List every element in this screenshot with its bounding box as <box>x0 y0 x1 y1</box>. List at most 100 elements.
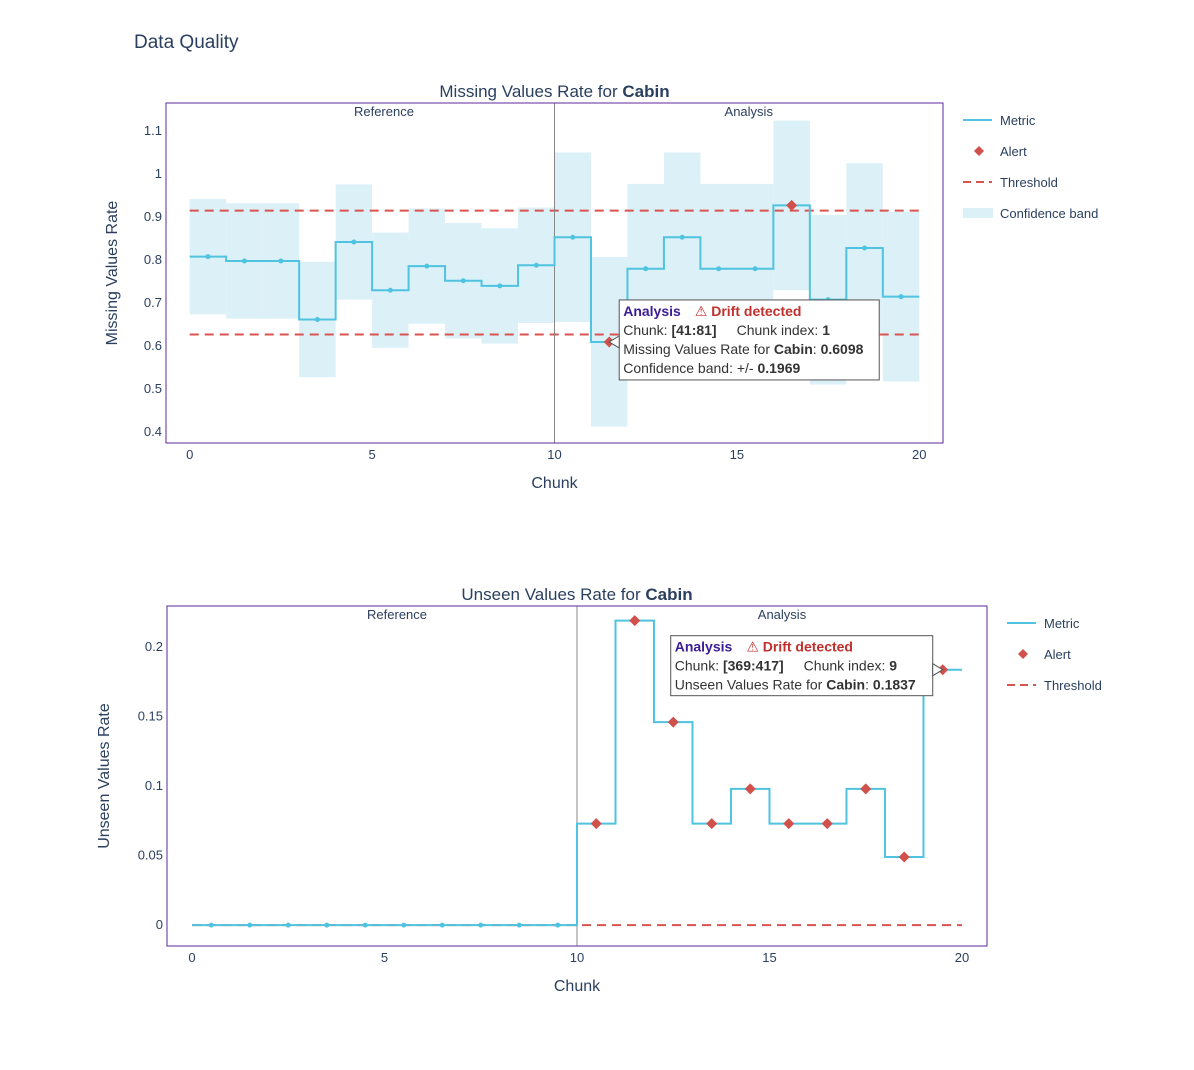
tooltip-analysis-label: Analysis <box>623 303 681 319</box>
y-tick-label: 0.4 <box>144 424 162 439</box>
tooltip-colon: : <box>865 677 873 693</box>
metric-point[interactable] <box>351 239 357 245</box>
tooltip-line-3: Missing Values Rate for Cabin: 0.6098 <box>623 341 863 357</box>
metric-point[interactable] <box>533 262 539 268</box>
alert-marker[interactable] <box>629 615 641 627</box>
y-tick-label: 1.1 <box>144 123 162 138</box>
chart-title-prefix: Unseen Values Rate for <box>461 585 645 604</box>
metric-point[interactable] <box>478 922 484 928</box>
metric-point[interactable] <box>862 245 868 251</box>
y-tick-label: 0 <box>156 917 163 932</box>
alert-marker[interactable] <box>744 783 756 795</box>
legend-item-band: Confidence band <box>1000 206 1098 221</box>
tooltip-metric-label: Missing Values Rate for <box>623 341 774 357</box>
plot-frame <box>166 605 988 947</box>
metric-point[interactable] <box>424 263 430 269</box>
tooltip-line-3: Unseen Values Rate for Cabin: 0.1837 <box>675 677 916 693</box>
tooltip-chunk-index-label: Chunk index: <box>804 658 890 674</box>
tooltip-line-1: Analysis ⚠ Drift detected <box>675 639 853 655</box>
metric-point[interactable] <box>362 922 368 928</box>
metric-point[interactable] <box>555 922 561 928</box>
metric-point[interactable] <box>208 922 214 928</box>
metric-point[interactable] <box>898 294 904 300</box>
metric-point[interactable] <box>643 266 649 272</box>
alert-marker[interactable] <box>590 818 602 830</box>
metric-point[interactable] <box>679 234 685 240</box>
legend-item-metric: Metric <box>1000 113 1036 128</box>
y-tick-label: 0.9 <box>144 209 162 224</box>
metric-point[interactable] <box>752 266 758 272</box>
x-tick-label: 10 <box>570 950 584 965</box>
metric-point[interactable] <box>570 234 576 240</box>
tooltip-line-2: Chunk: [41:81] Chunk index: 1 <box>623 322 830 338</box>
chart-title-feature: Cabin <box>622 82 669 101</box>
x-tick-label: 0 <box>188 950 195 965</box>
y-tick-label: 0.8 <box>144 252 162 267</box>
tooltip-feature-name: Cabin <box>774 341 813 357</box>
tooltip-metric-value: 0.6098 <box>821 341 864 357</box>
metric-point[interactable] <box>247 922 253 928</box>
tooltip-chunk-range: [41:81] <box>671 322 716 338</box>
tooltip-chunk-index-label: Chunk index: <box>737 322 823 338</box>
metric-point[interactable] <box>460 278 466 284</box>
y-axis-title: Unseen Values Rate <box>96 703 113 849</box>
metric-point[interactable] <box>324 922 330 928</box>
page-title: Data Quality <box>134 32 239 53</box>
tooltip-line-4: Confidence band: +/- 0.1969 <box>623 360 800 376</box>
legend-alert-swatch <box>1018 649 1028 659</box>
alert-marker[interactable] <box>667 716 679 728</box>
tooltip-metric-value: 0.1837 <box>873 677 916 693</box>
x-tick-label: 0 <box>186 447 193 462</box>
tooltip-metric-label: Unseen Values Rate for <box>675 677 827 693</box>
alert-marker[interactable] <box>783 818 795 830</box>
metric-point[interactable] <box>241 258 247 264</box>
metric-point[interactable] <box>401 922 407 928</box>
y-tick-label: 0.1 <box>145 778 163 793</box>
legend-item-alert: Alert <box>1000 144 1027 159</box>
y-tick-label: 0.05 <box>138 848 163 863</box>
alert-marker[interactable] <box>898 851 910 863</box>
plot-frame <box>165 102 944 444</box>
metric-point[interactable] <box>439 922 445 928</box>
tooltip-chunk-range: [369:417] <box>723 658 784 674</box>
metric-point[interactable] <box>205 254 211 260</box>
alert-marker[interactable] <box>821 818 833 830</box>
x-tick-label: 20 <box>955 950 969 965</box>
metric-point[interactable] <box>314 316 320 322</box>
legend: Metric Alert Threshold <box>1007 616 1102 693</box>
y-tick-label: 0.6 <box>144 338 162 353</box>
x-tick-label: 15 <box>730 447 744 462</box>
metric-point[interactable] <box>516 922 522 928</box>
metric-point[interactable] <box>497 283 503 289</box>
y-tick-label: 1 <box>155 166 162 181</box>
metric-point[interactable] <box>285 922 291 928</box>
y-tick-label: 0.15 <box>138 709 163 724</box>
tooltip-drift-label: ⚠ Drift detected <box>695 303 802 319</box>
x-tick-label: 5 <box>381 950 388 965</box>
y-tick-label: 0.7 <box>144 295 162 310</box>
tooltip-chunk-label: Chunk: <box>623 322 671 338</box>
region-label-reference: Reference <box>354 104 414 119</box>
chart-2: Reference Analysis 0 5 10 15 20 0 0.05 0.1 0.15 0.2… <box>96 585 1102 995</box>
alert-marker[interactable] <box>706 818 718 830</box>
metric-point[interactable] <box>716 266 722 272</box>
legend-item-metric: Metric <box>1044 616 1080 631</box>
alert-marker[interactable] <box>860 783 872 795</box>
tooltip-line-2: Chunk: [369:417] Chunk index: 9 <box>675 658 898 674</box>
x-tick-label: 15 <box>762 950 776 965</box>
x-axis-title: Chunk <box>531 475 578 492</box>
metric-line <box>189 204 920 343</box>
tooltip-line-1: Analysis ⚠ Drift detected <box>623 303 801 319</box>
region-label-analysis: Analysis <box>725 104 774 119</box>
y-tick-label: 0.5 <box>144 381 162 396</box>
chart-title-prefix: Missing Values Rate for <box>439 82 622 101</box>
alert-marker[interactable] <box>786 199 798 211</box>
hover-tooltip: Analysis ⚠ Drift detected Chunk: [369:417]… <box>670 635 944 697</box>
region-label-analysis: Analysis <box>758 607 807 622</box>
metric-line <box>192 619 962 927</box>
metric-point[interactable] <box>387 287 393 293</box>
tooltip-pointer <box>932 662 944 677</box>
metric-point[interactable] <box>278 258 284 264</box>
x-tick-label: 5 <box>368 447 375 462</box>
